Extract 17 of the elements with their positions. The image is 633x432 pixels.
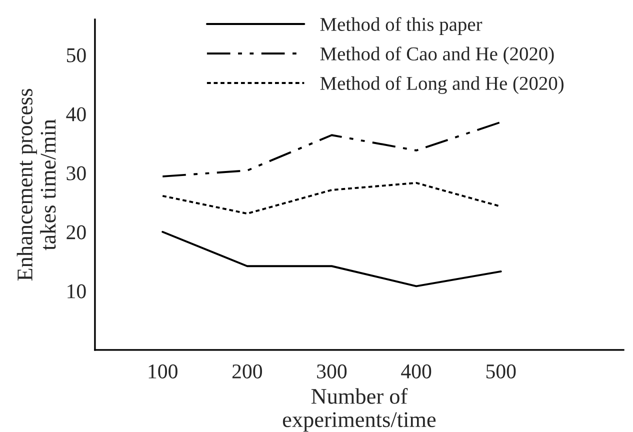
y-tick-label: 50: [66, 48, 86, 62]
legend-label: Method of Long and He (2020): [320, 76, 564, 94]
legend-label: Method of Cao and He (2020): [320, 46, 554, 64]
y-axis-title: Enhancement process takes time/min: [16, 88, 56, 281]
y-tick-label: 20: [66, 225, 86, 240]
legend-label: Method of this paper: [320, 17, 482, 35]
x-tick-label: 200: [232, 364, 262, 378]
line-series: [162, 121, 502, 178]
line-series: [162, 230, 502, 288]
x-tick-label: 500: [486, 364, 516, 378]
y-tick-label: 30: [66, 166, 86, 180]
y-tick-label: 10: [68, 284, 86, 298]
y-tick-label: 40: [66, 107, 86, 122]
x-tick-label: 100: [148, 364, 178, 378]
x-tick-label: 400: [401, 364, 432, 378]
x-axis-title: Number of experiments/time: [282, 388, 436, 432]
x-tick-label: 300: [317, 364, 347, 378]
